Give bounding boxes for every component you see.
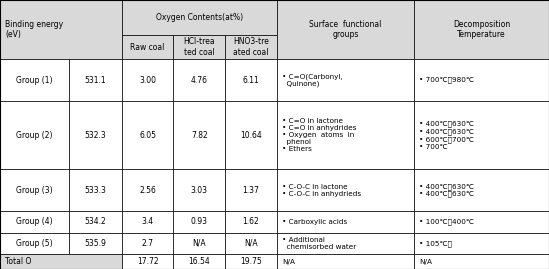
Bar	[0, 59, 69, 101]
Text: 16.54: 16.54	[188, 257, 210, 266]
Bar	[173, 169, 225, 211]
Text: 3.00: 3.00	[139, 76, 156, 84]
Text: N/A: N/A	[193, 239, 206, 248]
Text: 6.05: 6.05	[139, 131, 156, 140]
Text: 19.75: 19.75	[240, 257, 262, 266]
Bar	[122, 211, 173, 233]
Bar	[414, 59, 549, 101]
Bar	[277, 101, 414, 169]
Text: • 100℃－400℃: • 100℃－400℃	[419, 219, 474, 225]
Bar	[277, 0, 414, 59]
Bar	[69, 233, 122, 254]
Text: HNO3-tre
ated coal: HNO3-tre ated coal	[233, 37, 269, 57]
Text: 535.9: 535.9	[85, 239, 107, 248]
Text: Group (3): Group (3)	[16, 186, 53, 195]
Text: Group (1): Group (1)	[16, 76, 53, 84]
Text: N/A: N/A	[282, 259, 295, 265]
Bar	[225, 211, 277, 233]
Bar	[277, 59, 414, 101]
Text: • C=O(Carbonyl,
  Quinone): • C=O(Carbonyl, Quinone)	[282, 73, 343, 87]
Text: • Additional
  chemisorbed water: • Additional chemisorbed water	[282, 237, 356, 250]
Bar	[225, 254, 277, 269]
Bar	[122, 254, 173, 269]
Bar	[69, 101, 122, 169]
Text: 10.64: 10.64	[240, 131, 262, 140]
Text: Surface  functional
groups: Surface functional groups	[309, 20, 382, 39]
Bar	[0, 233, 69, 254]
Bar	[225, 233, 277, 254]
Text: Oxygen Contents(at%): Oxygen Contents(at%)	[156, 13, 243, 22]
Text: 3.4: 3.4	[142, 217, 154, 226]
Text: 533.3: 533.3	[85, 186, 107, 195]
Bar	[173, 211, 225, 233]
Text: HCl-trea
ted coal: HCl-trea ted coal	[183, 37, 215, 57]
Bar	[0, 169, 69, 211]
Bar	[173, 59, 225, 101]
Text: 1.37: 1.37	[243, 186, 259, 195]
Text: 6.11: 6.11	[243, 76, 259, 84]
Bar	[173, 101, 225, 169]
Text: 2.7: 2.7	[142, 239, 154, 248]
Text: Total O: Total O	[5, 257, 31, 266]
Text: • 105℃－: • 105℃－	[419, 240, 452, 247]
Bar	[277, 254, 414, 269]
Bar	[69, 169, 122, 211]
Text: • C-O-C in lactone
• C-O-C in anhydrieds: • C-O-C in lactone • C-O-C in anhydrieds	[282, 184, 361, 197]
Bar	[414, 0, 549, 59]
Bar	[414, 211, 549, 233]
Bar	[69, 211, 122, 233]
Bar	[122, 101, 173, 169]
Bar	[122, 59, 173, 101]
Text: Group (4): Group (4)	[16, 217, 53, 226]
Text: 531.1: 531.1	[85, 76, 107, 84]
Bar	[277, 233, 414, 254]
Text: • 400℃－630℃
• 400℃－630℃: • 400℃－630℃ • 400℃－630℃	[419, 183, 474, 197]
Bar	[225, 169, 277, 211]
Bar	[69, 59, 122, 101]
Bar	[414, 233, 549, 254]
Text: 532.3: 532.3	[85, 131, 107, 140]
Bar	[277, 169, 414, 211]
Bar	[225, 59, 277, 101]
Bar	[414, 254, 549, 269]
Text: 534.2: 534.2	[85, 217, 107, 226]
Bar	[0, 211, 69, 233]
Text: 7.82: 7.82	[191, 131, 208, 140]
Text: N/A: N/A	[244, 239, 257, 248]
Text: Group (5): Group (5)	[16, 239, 53, 248]
Bar	[122, 233, 173, 254]
Text: 1.62: 1.62	[243, 217, 259, 226]
Bar	[173, 35, 225, 59]
Text: Group (2): Group (2)	[16, 131, 53, 140]
Text: 2.56: 2.56	[139, 186, 156, 195]
Text: • 400℃－630℃
• 400℃－630℃
• 600℃～700℃
• 700℃: • 400℃－630℃ • 400℃－630℃ • 600℃～700℃ • 70…	[419, 121, 474, 150]
Bar	[122, 169, 173, 211]
Bar	[414, 169, 549, 211]
Bar	[173, 233, 225, 254]
Bar	[414, 101, 549, 169]
Text: Decomposition
Temperature: Decomposition Temperature	[453, 20, 510, 39]
Bar	[0, 0, 122, 59]
Bar	[225, 101, 277, 169]
Bar	[122, 0, 277, 35]
Text: 4.76: 4.76	[191, 76, 208, 84]
Text: • 700℃～980℃: • 700℃～980℃	[419, 77, 474, 83]
Text: Raw coal: Raw coal	[131, 43, 165, 52]
Text: Binding energy
(eV): Binding energy (eV)	[5, 20, 63, 39]
Text: 17.72: 17.72	[137, 257, 159, 266]
Text: 3.03: 3.03	[191, 186, 208, 195]
Bar	[0, 254, 122, 269]
Bar	[0, 101, 69, 169]
Text: • C=O in lactone
• C=O in anhydrides
• Oxygen  atoms  in
  phenol
• Ethers: • C=O in lactone • C=O in anhydrides • O…	[282, 118, 357, 152]
Bar	[277, 211, 414, 233]
Text: 0.93: 0.93	[191, 217, 208, 226]
Bar	[225, 35, 277, 59]
Bar	[173, 254, 225, 269]
Text: N/A: N/A	[419, 259, 433, 265]
Bar	[122, 35, 173, 59]
Text: • Carboxylic acids: • Carboxylic acids	[282, 219, 348, 225]
